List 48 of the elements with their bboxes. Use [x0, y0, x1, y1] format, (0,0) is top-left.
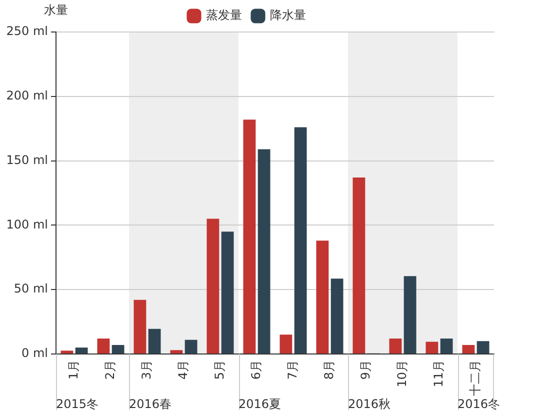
- y-tick-label: 250 ml: [6, 24, 48, 38]
- bar: [440, 338, 453, 354]
- bar: [206, 218, 220, 354]
- bar: [97, 338, 110, 354]
- text: 2016夏: [238, 397, 282, 411]
- legend-label: 降水量: [270, 8, 306, 22]
- x-tick-label: 6月: [248, 360, 263, 380]
- y-axis-title: 水量: [44, 3, 68, 17]
- bar: [148, 328, 161, 354]
- bar: [258, 149, 270, 354]
- x-tick-label: 11月: [431, 360, 446, 388]
- x-tick-label: 10月: [394, 360, 409, 388]
- y-tick-label: 200 ml: [6, 88, 48, 103]
- bar: [294, 127, 307, 354]
- bar: [476, 341, 490, 354]
- x-tick-label: 9月: [358, 360, 372, 380]
- bar: [462, 344, 475, 354]
- y-tick-label: 50 ml: [14, 282, 48, 296]
- bar: [404, 276, 416, 354]
- x-tick-label: 3月: [139, 360, 154, 380]
- x-tick-label: 8月: [322, 360, 336, 380]
- text: 2015冬: [56, 397, 99, 411]
- bar: [75, 348, 88, 354]
- bar: [112, 344, 124, 354]
- legend-label: 蒸发量: [206, 8, 242, 22]
- bar: [389, 338, 402, 354]
- x-tick-label: 1月: [66, 360, 80, 380]
- x-tick-label: 7月: [285, 360, 300, 380]
- bar: [60, 350, 74, 354]
- bar: [184, 340, 198, 354]
- bar: [330, 278, 344, 354]
- bar: [352, 178, 366, 354]
- x-tick-label: 4月: [176, 360, 190, 380]
- text: 2016春: [129, 397, 172, 411]
- bar: [170, 350, 183, 354]
- y-tick-label: 150 ml: [6, 152, 48, 167]
- y-tick-label: 100 ml: [6, 217, 48, 232]
- x-tick-label: 5月: [212, 360, 226, 380]
- bar: [134, 300, 146, 354]
- bar: [426, 342, 438, 354]
- text: 2016秋: [348, 397, 391, 411]
- x-tick-label: 2月: [102, 360, 117, 380]
- x-tick-label: 十二月: [468, 360, 482, 396]
- y-tick-label: 0 ml: [22, 346, 48, 360]
- bar: [243, 120, 256, 354]
- bar: [221, 232, 234, 354]
- bar: [316, 240, 329, 354]
- bar: [280, 334, 292, 354]
